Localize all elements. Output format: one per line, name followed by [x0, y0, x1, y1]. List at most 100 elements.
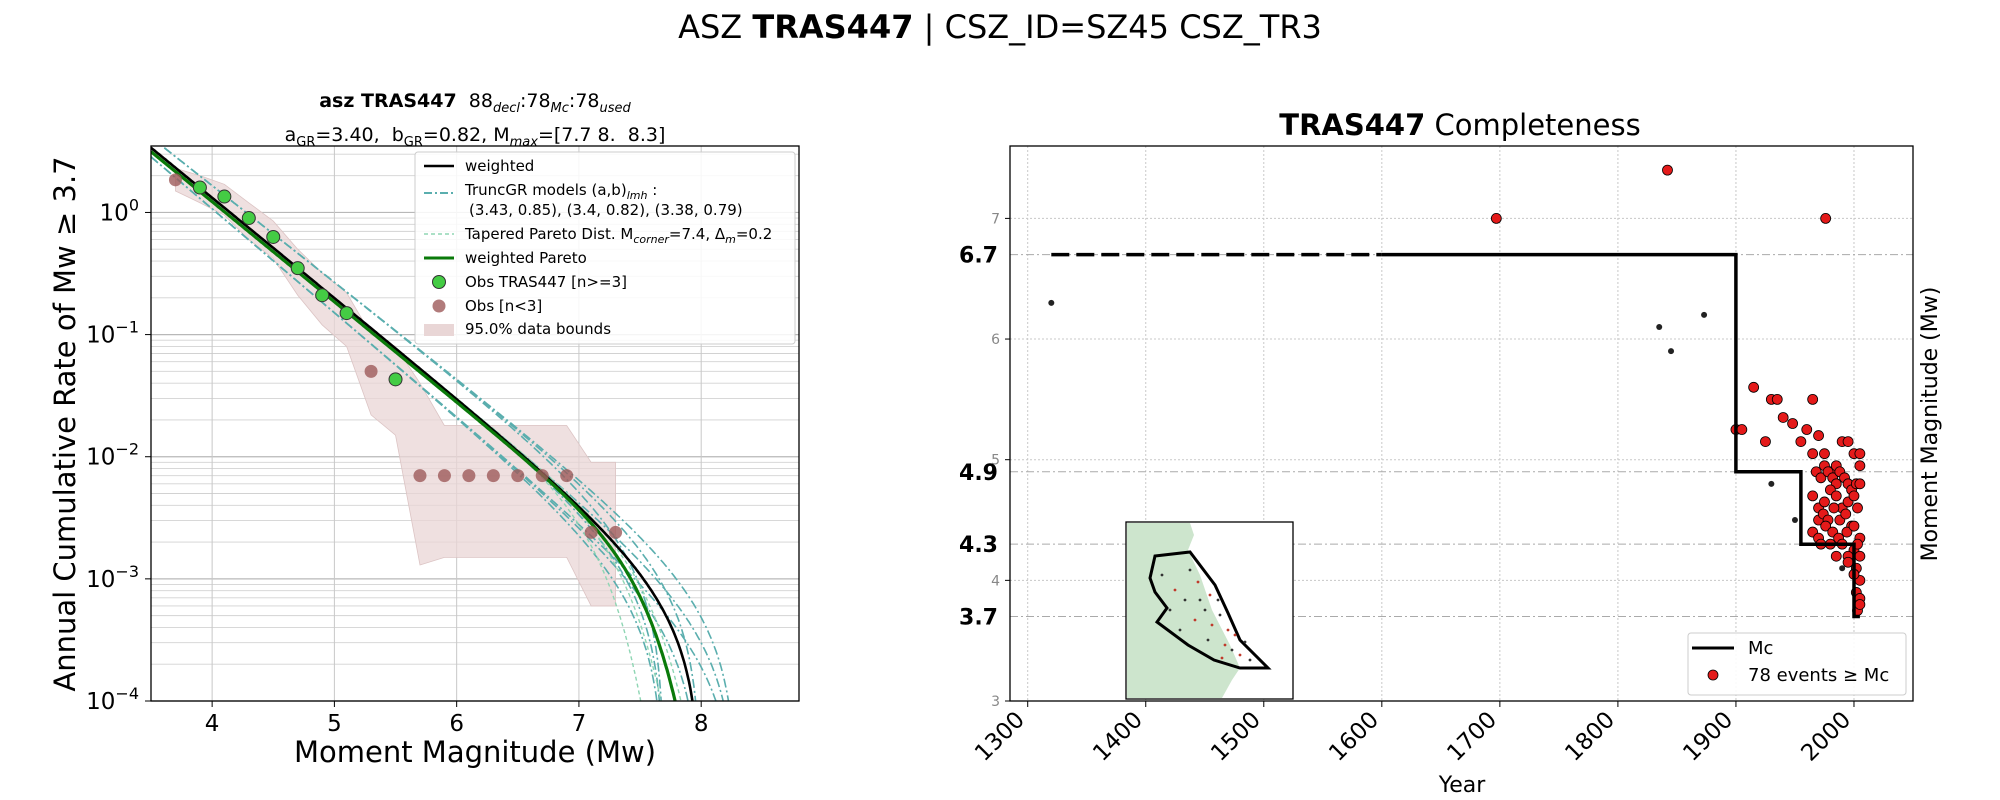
inset-dot: [1173, 588, 1177, 592]
event-above-point: [1830, 490, 1842, 502]
event-below-point: [1839, 565, 1846, 572]
suptitle-bold: TRAS447: [752, 8, 914, 46]
mc-step-line: [1051, 252, 1860, 619]
event-above-point: [1841, 526, 1853, 538]
inset-dot: [1233, 633, 1237, 637]
mc-step-solid: [1381, 252, 1860, 619]
mc-level-label: 6.7: [959, 244, 998, 269]
event-above-point: [1848, 520, 1860, 532]
inset-dot: [1230, 648, 1234, 652]
event-points: [1048, 164, 1866, 616]
legend-band: 95.0% data bounds: [465, 320, 611, 338]
xtick-label: 4: [205, 711, 220, 737]
event-above-point: [1819, 448, 1830, 460]
xtick-label: 5: [327, 711, 342, 737]
obs-brown-point: [486, 469, 500, 483]
event-above-point: [1819, 496, 1830, 508]
inset-dot: [1248, 658, 1252, 662]
event-above-point: [1854, 448, 1866, 460]
event-below-point: [1656, 323, 1663, 330]
event-above-point: [1777, 412, 1789, 423]
left-axes-frame: [150, 145, 800, 702]
tapered-curve: [151, 147, 642, 701]
legend-obs-green-marker: [432, 275, 446, 289]
obs-brown-point: [364, 364, 378, 378]
xtick-label: 1300: [970, 707, 1030, 767]
ytick-label: 7: [991, 211, 1000, 227]
obs-brown-point: [462, 469, 476, 483]
event-above-point: [1813, 430, 1824, 441]
legend-mc: Mc: [1748, 638, 1773, 659]
figure-suptitle: ASZ TRAS447 | CSZ_ID=SZ45 CSZ_TR3: [0, 8, 2000, 46]
inset-dot: [1203, 608, 1207, 612]
legend-band-swatch: [424, 324, 454, 336]
mc-level-label: 4.3: [959, 533, 998, 558]
legend-events: 78 events ≥ Mc: [1748, 665, 1889, 686]
inset-dot: [1210, 623, 1214, 627]
legend-obs-brown-marker: [432, 299, 446, 313]
inset-dot: [1208, 593, 1212, 597]
obs-brown-point: [584, 525, 598, 539]
right-axes-frame: [1009, 145, 1914, 702]
right-grid: [1010, 146, 1913, 702]
inset-dot: [1216, 598, 1220, 602]
mc-level-label: 4.9: [959, 461, 998, 486]
inset-dot: [1160, 573, 1164, 577]
obs-brown-point: [413, 469, 427, 483]
inset-dot: [1226, 628, 1230, 632]
left-xlabel: Moment Magnitude (Mw): [294, 735, 656, 769]
obs-points: [168, 173, 623, 539]
obs-green-point: [241, 211, 256, 226]
inset-map: [1125, 521, 1294, 700]
ytick-label: 10−1: [86, 318, 139, 349]
inset-dot: [1198, 598, 1202, 602]
legend-tapered: Tapered Pareto Dist. Mcorner=7.4, Δm=0.2: [464, 225, 772, 246]
inset-dot: [1196, 580, 1200, 584]
event-above-point: [1736, 424, 1748, 435]
event-above-point: [1787, 418, 1798, 429]
event-above-point: [1801, 424, 1813, 435]
ytick-label: 5: [991, 453, 1000, 469]
ytick-label: 10−2: [86, 440, 139, 471]
obs-green-point: [217, 189, 232, 204]
xtick-label: 2000: [1796, 707, 1856, 767]
obs-green-point: [192, 180, 207, 195]
event-below-point: [1048, 299, 1055, 306]
suptitle-suffix: | CSZ_ID=SZ45 CSZ_TR3: [923, 8, 1322, 46]
weighted-pareto-curve: [151, 150, 677, 701]
inset-dot: [1243, 640, 1247, 644]
xtick-label: 6: [449, 711, 464, 737]
event-above-point: [1840, 508, 1852, 520]
legend-truncgr: TruncGR models (a,b)lmh :: [464, 181, 657, 202]
xtick-label: 1600: [1324, 707, 1384, 767]
event-above-point: [1820, 520, 1832, 532]
mc-level-label: 3.7: [959, 606, 998, 631]
left-legend: weighted TruncGR models (a,b)lmh : (3.43…: [414, 151, 796, 345]
event-above-point: [1830, 550, 1842, 562]
inset-dot: [1238, 653, 1242, 657]
inset-dot: [1183, 598, 1187, 602]
legend-obs-green: Obs TRAS447 [n>=3]: [465, 273, 627, 291]
ytick-label: 100: [100, 195, 139, 226]
right-xlabel: Year: [1438, 773, 1487, 798]
xtick-label: 1500: [1206, 707, 1266, 767]
right-title-rest: Completeness: [1434, 108, 1641, 142]
event-above-point: [1842, 436, 1854, 447]
xtick-label: 8: [694, 711, 709, 737]
legend-truncgr-values: (3.43, 0.85), (3.4, 0.82), (3.38, 0.79): [469, 201, 743, 219]
left-title-bold: asz TRAS447: [319, 90, 457, 112]
event-above-point: [1662, 164, 1673, 176]
right-title-bold: TRAS447: [1279, 108, 1426, 142]
truncgr-curve: [151, 156, 717, 701]
ytick-label: 3: [991, 694, 1000, 710]
event-above-point: [1828, 502, 1840, 514]
inset-dot: [1193, 618, 1197, 622]
event-below-point: [1768, 480, 1775, 487]
event-above-point: [1748, 381, 1760, 393]
obs-green-point: [266, 229, 281, 244]
event-below-point: [1791, 517, 1798, 524]
inset-dot: [1218, 613, 1222, 617]
event-above-point: [1795, 436, 1807, 447]
legend-weighted: weighted: [465, 157, 534, 175]
